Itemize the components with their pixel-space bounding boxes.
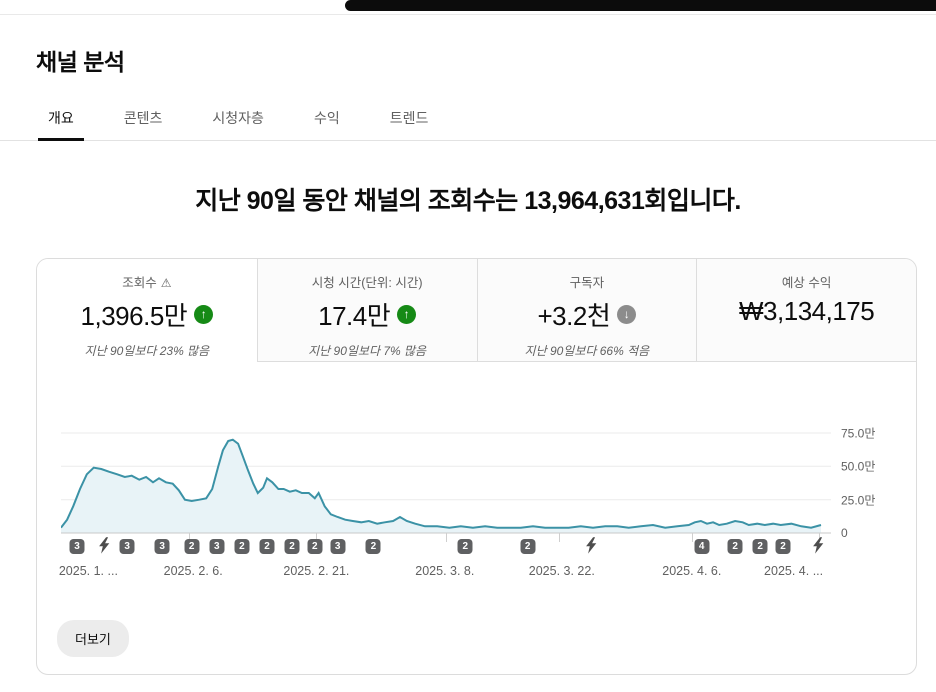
views-headline: 지난 90일 동안 채널의 조회수는 13,964,631회입니다. bbox=[195, 187, 741, 215]
shorts-icon[interactable] bbox=[98, 537, 111, 559]
y-axis-label: 50.0만 bbox=[841, 459, 876, 474]
views-line bbox=[61, 438, 822, 529]
x-axis-tick bbox=[188, 533, 190, 542]
metric-card-1[interactable]: 시청 시간(단위: 시간) 17.4만 ↑ 지난 90일보다 7% 많음 bbox=[256, 259, 477, 362]
metric-subtitle: 지난 90일보다 7% 많음 bbox=[308, 344, 427, 358]
y-axis-label: 25.0만 bbox=[841, 493, 876, 508]
video-count-badge[interactable]: 4 bbox=[694, 539, 710, 554]
x-axis-label: 2025. 3. 22. bbox=[528, 564, 595, 578]
video-count-badge[interactable]: 2 bbox=[520, 539, 536, 554]
metric-subtitle: 지난 90일보다 66% 적음 bbox=[524, 344, 650, 358]
trend-up-icon: ↑ bbox=[397, 305, 417, 324]
video-count-badge[interactable]: 2 bbox=[775, 539, 791, 554]
video-count-badge[interactable]: 3 bbox=[119, 539, 135, 554]
warning-icon: ⚠ bbox=[160, 276, 172, 290]
analytics-card: 조회수 ⚠ 1,396.5만 ↑ 지난 90일보다 23% 많음 시청 시간(단위: 시간… bbox=[36, 258, 917, 675]
browser-dark-bar bbox=[345, 0, 936, 11]
metric-value: ₩3,134,175 bbox=[739, 296, 875, 326]
shorts-icon[interactable] bbox=[812, 537, 825, 559]
y-axis-label: 75.0만 bbox=[841, 426, 876, 441]
video-count-badge[interactable]: 2 bbox=[365, 539, 381, 554]
metric-value-row: 17.4만 ↑ bbox=[258, 296, 477, 333]
y-axis-label: 0 bbox=[841, 526, 848, 540]
metric-label: 조회수 ⚠ bbox=[122, 276, 172, 290]
video-count-badge[interactable]: 2 bbox=[259, 539, 275, 554]
views-area-fill bbox=[61, 439, 821, 533]
video-count-badge[interactable]: 3 bbox=[330, 539, 346, 554]
tab-1[interactable]: 콘텐츠 bbox=[123, 109, 163, 126]
metric-label: 시청 시간(단위: 시간) bbox=[311, 276, 423, 290]
tab-4[interactable]: 트렌드 bbox=[389, 109, 429, 126]
top-strip bbox=[0, 0, 936, 15]
x-axis-label: 2025. 3. 8. bbox=[415, 564, 475, 578]
see-more-button[interactable]: 더보기 bbox=[57, 620, 129, 657]
x-axis-label: 2025. 4. 6. bbox=[662, 564, 722, 578]
tab-3[interactable]: 수익 bbox=[313, 109, 340, 126]
page-title: 채널 분석 bbox=[36, 49, 125, 75]
x-axis-label: 2025. 2. 6. bbox=[163, 564, 223, 578]
shorts-icon[interactable] bbox=[584, 537, 597, 559]
x-axis-tick bbox=[818, 533, 820, 542]
tab-0[interactable]: 개요 bbox=[38, 95, 84, 141]
metric-label: 예상 수익 bbox=[781, 276, 832, 290]
video-count-badge[interactable]: 2 bbox=[234, 539, 250, 554]
tab-2[interactable]: 시청자층 bbox=[212, 109, 264, 126]
metric-value: +3.2천 bbox=[537, 301, 611, 331]
x-axis-tick bbox=[446, 533, 448, 542]
x-axis-label: 2025. 1. ... bbox=[58, 564, 118, 578]
trend-down-icon: ↓ bbox=[617, 305, 637, 324]
metric-subtitle: 지난 90일보다 23% 많음 bbox=[84, 344, 210, 358]
metric-card-row: 조회수 ⚠ 1,396.5만 ↑ 지난 90일보다 23% 많음 시청 시간(단위: 시간… bbox=[37, 259, 916, 362]
metric-value-row: ₩3,134,175 bbox=[697, 296, 916, 327]
x-axis-tick bbox=[691, 533, 693, 542]
metric-value: 1,396.5만 bbox=[80, 301, 188, 331]
x-axis-tick bbox=[558, 533, 560, 542]
metric-label: 구독자 bbox=[569, 276, 605, 290]
x-axis-label: 2025. 2. 21. bbox=[283, 564, 350, 578]
metric-value-row: 1,396.5만 ↑ bbox=[37, 296, 257, 333]
views-chart: 75.0만 50.0만 25.0만 0 3 3 3 2 3 2 2 2 2 3 2 2 2 4 2 2 2 2025. 1… bbox=[58, 420, 906, 635]
metric-card-3[interactable]: 예상 수익 ₩3,134,175 bbox=[696, 259, 916, 362]
analytics-tab-bar: 개요 콘텐츠 시청자층 수익 트렌드 bbox=[0, 95, 936, 141]
metric-card-0[interactable]: 조회수 ⚠ 1,396.5만 ↑ 지난 90일보다 23% 많음 bbox=[37, 259, 257, 362]
video-count-badge[interactable]: 2 bbox=[752, 539, 768, 554]
x-axis-tick bbox=[316, 533, 318, 542]
trend-up-icon: ↑ bbox=[194, 305, 214, 324]
metric-card-2[interactable]: 구독자 +3.2천 ↓ 지난 90일보다 66% 적음 bbox=[476, 259, 697, 362]
video-count-badge[interactable]: 2 bbox=[727, 539, 743, 554]
video-count-badge[interactable]: 2 bbox=[284, 539, 300, 554]
x-axis-label: 2025. 4. ... bbox=[764, 564, 824, 578]
metric-value: 17.4만 bbox=[318, 301, 391, 331]
video-count-badge[interactable]: 3 bbox=[69, 539, 85, 554]
video-count-badge[interactable]: 2 bbox=[457, 539, 473, 554]
video-count-badge[interactable]: 2 bbox=[307, 539, 323, 554]
video-count-badge[interactable]: 3 bbox=[154, 539, 170, 554]
metric-value-row: +3.2천 ↓ bbox=[478, 296, 697, 333]
chart-plot-area[interactable] bbox=[61, 420, 831, 536]
video-count-badge[interactable]: 3 bbox=[209, 539, 225, 554]
video-count-badge[interactable]: 2 bbox=[184, 539, 200, 554]
